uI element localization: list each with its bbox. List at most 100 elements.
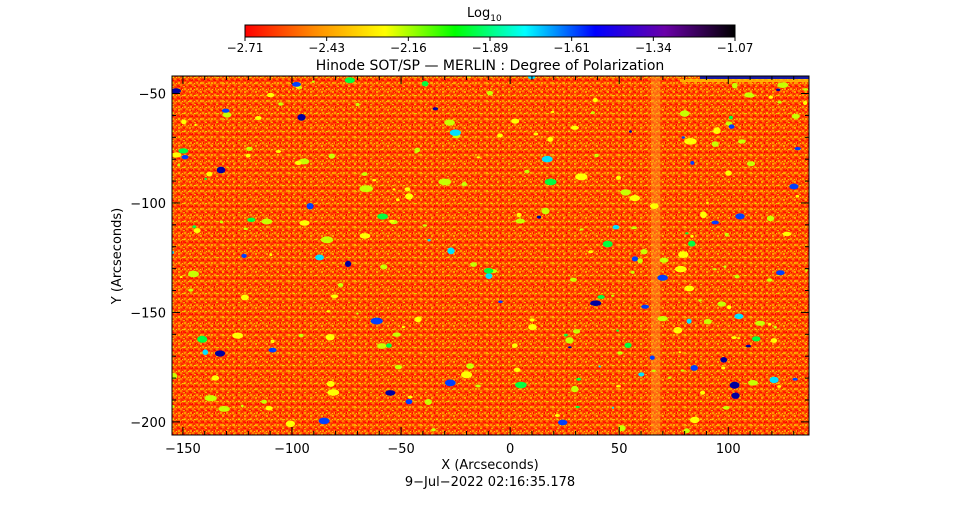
texture-spot: [631, 256, 639, 262]
texture-spot: [216, 166, 226, 174]
texture-spot: [777, 82, 789, 88]
texture-spot: [377, 343, 387, 349]
colorbar: [244, 24, 736, 38]
texture-spot: [181, 155, 189, 160]
texture-spot: [326, 380, 335, 387]
texture-spot: [265, 406, 273, 411]
texture-spot: [777, 100, 782, 104]
texture-spot: [667, 376, 672, 379]
texture-spot: [405, 399, 413, 405]
texture-spot: [533, 132, 539, 136]
texture-spot: [720, 357, 728, 363]
x-tick-label: 50: [611, 442, 628, 457]
texture-spot: [592, 97, 598, 103]
y-tick-label: −50: [139, 88, 166, 103]
texture-spot: [204, 177, 207, 180]
texture-spot: [414, 147, 421, 153]
texture-spot: [275, 150, 282, 153]
texture-spot: [345, 260, 352, 267]
texture-spot: [698, 299, 702, 302]
texture-spot: [325, 334, 335, 341]
texture-spot: [737, 139, 746, 144]
texture-spot: [717, 301, 727, 307]
texture-spot: [803, 101, 808, 105]
texture-spot: [188, 288, 194, 292]
texture-spot: [194, 123, 197, 127]
colorbar-tick-label: −2.43: [308, 41, 345, 55]
texture-spot: [734, 313, 744, 319]
texture-spot: [700, 390, 706, 395]
texture-spot: [721, 366, 726, 370]
texture-spot: [299, 220, 310, 226]
colorbar-label: Log10: [467, 6, 502, 24]
texture-spot: [179, 276, 183, 278]
texture-spot: [776, 88, 781, 92]
texture-spot: [528, 324, 537, 331]
texture-spot: [392, 332, 401, 337]
texture-spot: [575, 173, 588, 181]
texture-spot: [728, 115, 733, 120]
texture-spot: [219, 220, 224, 224]
texture-spot: [731, 336, 737, 340]
texture-spot: [497, 133, 503, 138]
texture-spot: [214, 350, 226, 357]
texture-spot: [513, 367, 521, 372]
texture-spot: [794, 147, 801, 151]
texture-spot: [729, 381, 740, 389]
texture-spot: [675, 265, 687, 273]
texture-spot: [803, 88, 809, 91]
texture-spot: [327, 389, 340, 396]
texture-spot: [524, 169, 530, 174]
x-tick-label: −150: [165, 442, 201, 457]
texture-spot: [737, 337, 741, 340]
texture-spot: [713, 268, 717, 271]
texture-spot: [618, 425, 626, 432]
texture-spot: [466, 363, 474, 369]
texture-spot: [640, 249, 648, 255]
chart-title: Hinode SOT/SP — MERLIN : Degree of Polar…: [316, 58, 665, 74]
texture-spot: [486, 90, 494, 96]
texture-spot: [386, 343, 392, 348]
texture-spot: [202, 349, 209, 356]
texture-spot: [243, 227, 248, 231]
texture-spot: [590, 300, 602, 307]
texture-spot: [461, 371, 473, 379]
texture-spot: [629, 130, 632, 133]
texture-spot: [361, 172, 368, 176]
texture-spot: [206, 171, 213, 177]
texture-spot: [617, 351, 623, 355]
texture-spot: [544, 178, 557, 186]
texture-spot: [320, 236, 334, 244]
texture-spot: [791, 113, 800, 119]
texture-spot: [776, 270, 785, 276]
plot-frame: [171, 75, 810, 436]
texture-spot: [222, 112, 232, 118]
texture-spot: [770, 338, 778, 343]
texture-spot: [515, 218, 525, 224]
texture-spot: [483, 268, 494, 274]
texture-spot: [565, 337, 574, 344]
texture-spot: [611, 294, 615, 297]
texture-spot: [690, 161, 695, 165]
x-tick-label: −100: [274, 442, 310, 457]
texture-spot: [370, 317, 383, 325]
texture-spot: [755, 320, 766, 326]
texture-spot: [372, 178, 377, 182]
texture-spot: [278, 102, 284, 106]
texture-spot: [247, 217, 256, 222]
texture-spot: [612, 225, 620, 230]
timestamp-footer: 9−Jul−2022 02:16:35.178: [405, 475, 575, 490]
texture-spot: [792, 377, 798, 381]
texture-spot: [240, 404, 244, 408]
texture-spot: [232, 332, 244, 339]
texture-spot: [427, 239, 431, 242]
texture-spot: [777, 385, 782, 388]
texture-spot: [547, 136, 554, 142]
texture-spot: [690, 416, 700, 424]
texture-spot: [377, 213, 388, 220]
texture-spot: [298, 333, 304, 338]
texture-spot: [711, 220, 719, 225]
texture-spot: [746, 161, 756, 167]
texture-spot: [254, 116, 262, 120]
texture-spot: [768, 322, 772, 326]
